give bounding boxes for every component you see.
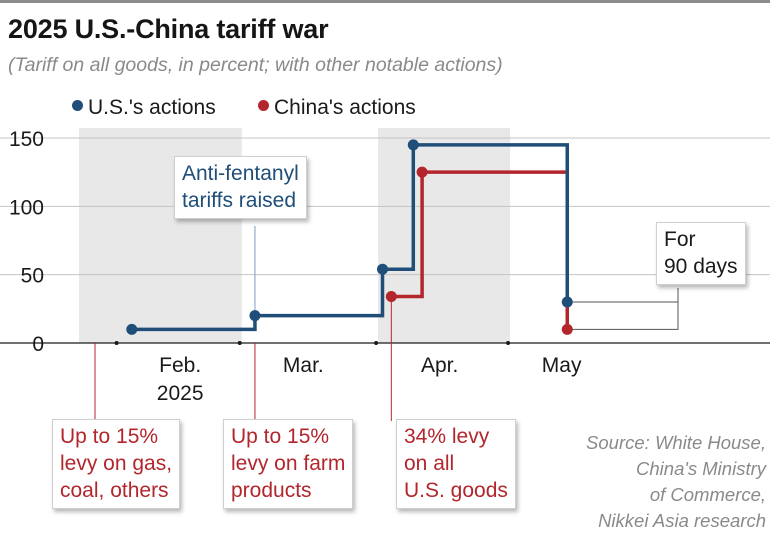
data-point-china-2 bbox=[561, 323, 573, 335]
x-tick-0 bbox=[114, 341, 119, 345]
y-tick-label: 150 bbox=[9, 128, 44, 151]
x-tick-2 bbox=[374, 341, 379, 345]
data-point-us-3 bbox=[407, 139, 419, 151]
x-tick-1 bbox=[237, 341, 242, 345]
annotation-fentanyl-line2: tariffs raised bbox=[182, 189, 296, 212]
data-point-china-0 bbox=[385, 291, 397, 303]
x-tick-sublabel: 2025 bbox=[157, 382, 204, 405]
top-rule bbox=[0, 0, 770, 3]
leader-truce-bracket bbox=[567, 301, 679, 330]
annotation-china-apr: 34% levy on all U.S. goods bbox=[396, 419, 516, 509]
annotation-china-feb: Up to 15% levy on gas, coal, others bbox=[52, 419, 181, 509]
annotation-china-mar-line1: Up to 15% bbox=[231, 425, 330, 448]
annotation-china-feb-line1: Up to 15% bbox=[60, 425, 159, 448]
data-point-us-1 bbox=[249, 310, 261, 322]
legend-item-china: China's actions bbox=[258, 96, 416, 120]
legend-dot-china bbox=[258, 100, 269, 111]
month-shade-1 bbox=[378, 128, 511, 343]
legend-item-us: U.S.'s actions bbox=[72, 96, 216, 120]
annotation-china-feb-line3: coal, others bbox=[60, 479, 169, 502]
y-tick-label: 50 bbox=[21, 265, 44, 288]
data-point-us-0 bbox=[126, 323, 138, 335]
source-line-3: of Commerce, bbox=[649, 484, 766, 505]
source-line-2: China's Ministry bbox=[636, 458, 766, 479]
annotation-china-mar: Up to 15% levy on farm products bbox=[223, 419, 354, 509]
data-point-china-1 bbox=[416, 166, 428, 178]
data-point-us-2 bbox=[377, 263, 389, 275]
annotation-fentanyl-line1: Anti-fentanyl bbox=[182, 162, 299, 185]
annotation-china-feb-line2: levy on gas, bbox=[60, 452, 173, 475]
x-tick-label: Apr. bbox=[421, 354, 458, 377]
x-tick-label: Feb. bbox=[159, 354, 201, 377]
y-tick-label: 0 bbox=[32, 333, 44, 356]
chart-subtitle: (Tariff on all goods, in percent; with o… bbox=[8, 54, 503, 76]
annotation-china-apr-line3: U.S. goods bbox=[404, 479, 508, 502]
source-note: Source: White House, China's Ministry of… bbox=[586, 430, 766, 534]
chart-title: 2025 U.S.-China tariff war bbox=[8, 14, 329, 44]
x-tick-3 bbox=[506, 341, 511, 345]
legend-label-china: China's actions bbox=[274, 96, 416, 119]
annotation-china-apr-line1: 34% levy bbox=[404, 425, 490, 448]
x-tick-label: Mar. bbox=[283, 354, 324, 377]
annotation-truce-line1: For bbox=[664, 228, 696, 251]
annotation-china-mar-line2: levy on farm bbox=[231, 452, 346, 475]
legend-dot-us bbox=[72, 100, 83, 111]
annotation-china-mar-line3: products bbox=[231, 479, 312, 502]
source-line-1: Source: White House, bbox=[586, 432, 766, 453]
data-point-us-4 bbox=[561, 296, 573, 308]
x-tick-label: May bbox=[542, 354, 582, 377]
annotation-truce: For 90 days bbox=[656, 222, 746, 285]
source-line-4: Nikkei Asia research bbox=[598, 510, 766, 531]
annotation-fentanyl: Anti-fentanyl tariffs raised bbox=[174, 156, 307, 219]
annotation-truce-line2: 90 days bbox=[664, 255, 738, 278]
legend-label-us: U.S.'s actions bbox=[88, 96, 216, 119]
annotation-china-apr-line2: on all bbox=[404, 452, 455, 475]
y-tick-label: 100 bbox=[9, 196, 44, 219]
